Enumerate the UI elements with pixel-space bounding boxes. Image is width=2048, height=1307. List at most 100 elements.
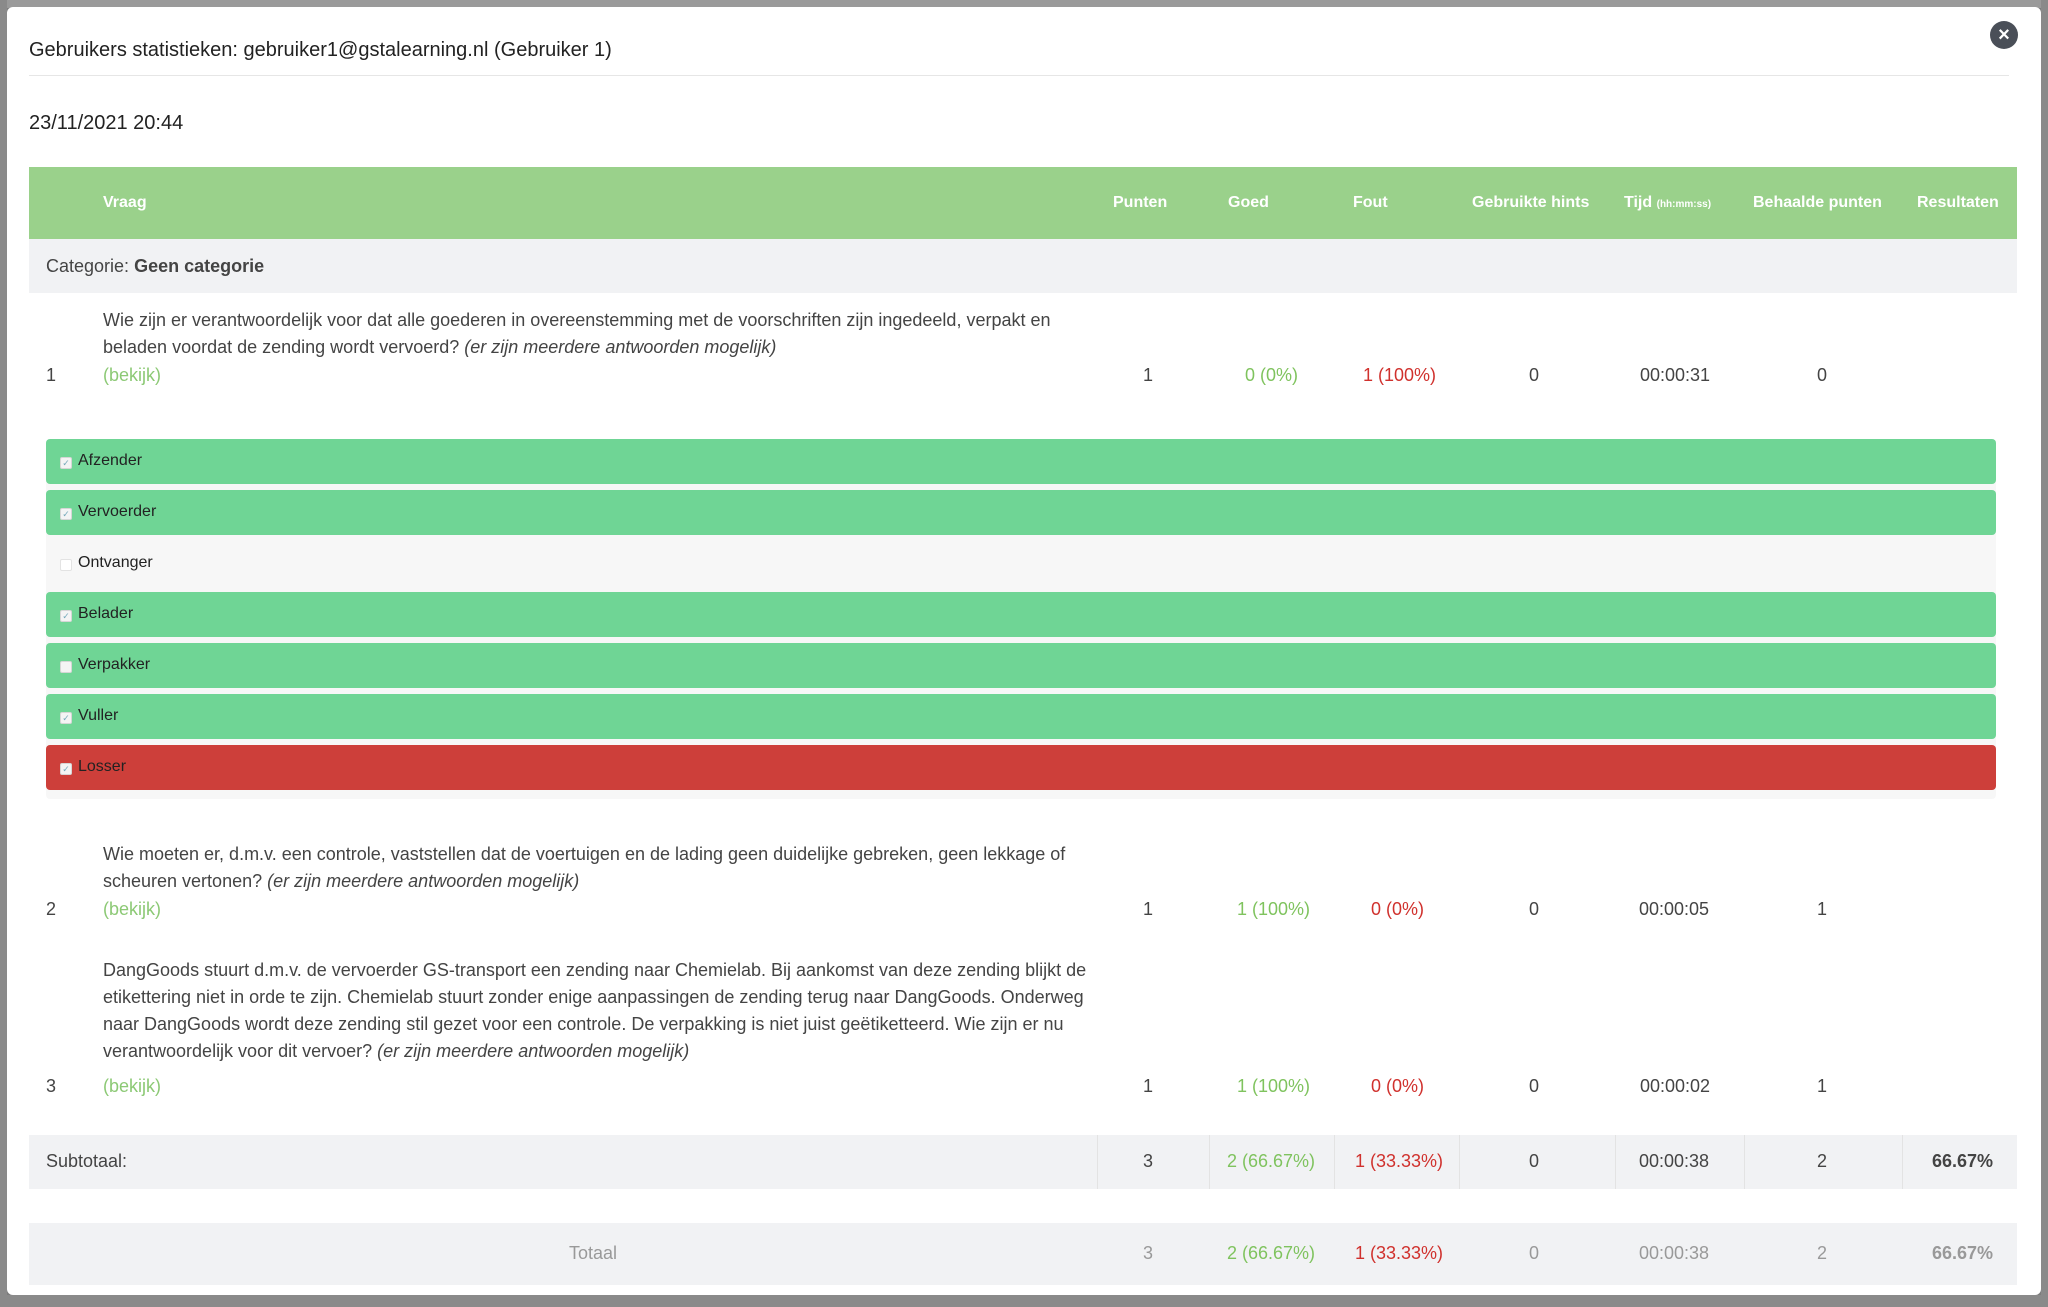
answer-label: Afzender — [78, 452, 143, 469]
answer-option: ✓ Losser — [46, 745, 1996, 790]
category-name: Geen categorie — [134, 256, 265, 276]
checked-checkbox-icon: ✓ — [60, 610, 72, 622]
header-resultaten: Resultaten — [1917, 194, 1999, 211]
cell-fout: 1 (100%) — [1363, 365, 1437, 385]
answer-option: Verpakker — [46, 643, 1996, 688]
cell-goed: 0 (0%) — [1245, 365, 1299, 385]
question-row-2: Wie moeten er, d.m.v. een controle, vast… — [29, 827, 2017, 947]
column-divider — [1097, 1135, 1098, 1189]
title-divider — [29, 75, 2009, 76]
total-goed: 2 (66.67%) — [1227, 1243, 1316, 1263]
header-tijd-label: Tijd — [1624, 194, 1653, 211]
cell-behaald: 0 — [1817, 365, 1828, 385]
question-text: DangGoods stuurt d.m.v. de vervoerder GS… — [103, 957, 1103, 1065]
view-answer-link[interactable]: (bekijk) — [103, 1076, 162, 1096]
answer-option: ✓ Afzender — [46, 439, 1996, 484]
background-overlay-bottom — [0, 1295, 2048, 1307]
cell-punten: 1 — [1143, 1076, 1154, 1096]
close-icon[interactable]: × — [1990, 21, 2018, 49]
total-label: Totaal — [569, 1243, 618, 1263]
subtotal-punten: 3 — [1143, 1151, 1154, 1171]
column-divider — [1209, 1135, 1210, 1189]
header-vraag: Vraag — [103, 194, 147, 211]
table-header: Vraag Punten Goed Fout Gebruikte hints T… — [29, 167, 2017, 239]
cell-hints: 0 — [1529, 899, 1540, 919]
column-divider — [1459, 1135, 1460, 1189]
column-divider — [1902, 1135, 1903, 1189]
total-fout: 1 (33.33%) — [1355, 1243, 1444, 1263]
question-number: 1 — [46, 365, 57, 385]
answer-list: ✓ Afzender ✓ Vervoerder Ontvanger ✓ Bela… — [46, 439, 1996, 799]
checked-checkbox-icon: ✓ — [60, 508, 72, 520]
column-divider — [1615, 1135, 1616, 1189]
answer-option: Ontvanger — [46, 541, 1996, 586]
subtotal-row: Subtotaal: 3 2 (66.67%) 1 (33.33%) 0 00:… — [29, 1135, 2017, 1189]
subtotal-fout: 1 (33.33%) — [1355, 1151, 1444, 1171]
question-text-body: DangGoods stuurt d.m.v. de vervoerder GS… — [103, 960, 1087, 1061]
unchecked-checkbox-icon — [60, 661, 72, 673]
cell-behaald: 1 — [1817, 899, 1828, 919]
subtotal-behaald: 2 — [1817, 1151, 1828, 1171]
subtotal-goed: 2 (66.67%) — [1227, 1151, 1316, 1171]
column-divider — [1744, 1135, 1745, 1189]
question-row-3: DangGoods stuurt d.m.v. de vervoerder GS… — [29, 949, 2017, 1129]
spacer-row — [29, 1189, 2017, 1223]
category-label: Categorie: Geen categorie — [46, 256, 264, 277]
cell-punten: 1 — [1143, 365, 1154, 385]
answer-label: Ontvanger — [78, 554, 153, 571]
statistics-table: Vraag Punten Goed Fout Gebruikte hints T… — [29, 167, 2017, 1285]
question-text: Wie moeten er, d.m.v. een controle, vast… — [103, 841, 1103, 895]
answer-label: Verpakker — [78, 656, 151, 673]
header-fout: Fout — [1353, 194, 1388, 211]
question-text-body: Wie zijn er verantwoordelijk voor dat al… — [103, 310, 1051, 357]
view-answer-link[interactable]: (bekijk) — [103, 899, 162, 919]
cell-behaald: 1 — [1817, 1076, 1828, 1096]
total-punten: 3 — [1143, 1243, 1154, 1263]
subtotal-hints: 0 — [1529, 1151, 1540, 1171]
total-behaald: 2 — [1817, 1243, 1828, 1263]
header-punten: Punten — [1113, 194, 1168, 211]
checked-checkbox-icon: ✓ — [60, 712, 72, 724]
background-page-top — [0, 0, 2048, 8]
cell-punten: 1 — [1143, 899, 1154, 919]
question-note: (er zijn meerdere antwoorden mogelijk) — [267, 871, 580, 891]
answer-option: ✓ Vuller — [46, 694, 1996, 739]
question-text: Wie zijn er verantwoordelijk voor dat al… — [103, 307, 1103, 361]
cell-fout: 0 (0%) — [1371, 899, 1425, 919]
cell-hints: 0 — [1529, 365, 1540, 385]
total-resultaat: 66.67% — [1932, 1243, 1994, 1263]
header-tijd: Tijd (hh:mm:ss) — [1624, 167, 1711, 239]
subtotal-label: Subtotaal: — [46, 1151, 128, 1171]
total-hints: 0 — [1529, 1243, 1540, 1263]
cell-hints: 0 — [1529, 1076, 1540, 1096]
cell-tijd: 00:00:02 — [1640, 1076, 1711, 1096]
subtotal-tijd: 00:00:38 — [1639, 1151, 1710, 1171]
cell-tijd: 00:00:05 — [1639, 899, 1710, 919]
column-divider — [1334, 1135, 1335, 1189]
answer-option: ✓ Vervoerder — [46, 490, 1996, 535]
subtotal-resultaat: 66.67% — [1932, 1151, 1994, 1171]
header-behaald: Behaalde punten — [1753, 194, 1882, 211]
answer-label: Losser — [78, 758, 127, 775]
header-goed: Goed — [1228, 194, 1269, 211]
answer-label: Vervoerder — [78, 503, 157, 520]
question-note: (er zijn meerdere antwoorden mogelijk) — [377, 1041, 690, 1061]
question-number: 2 — [46, 899, 57, 919]
checked-checkbox-icon: ✓ — [60, 763, 72, 775]
header-tijd-unit: (hh:mm:ss) — [1656, 199, 1712, 210]
view-answer-link[interactable]: (bekijk) — [103, 365, 162, 385]
answer-label: Vuller — [78, 707, 119, 724]
answer-option: ✓ Belader — [46, 592, 1996, 637]
total-row: Totaal 3 2 (66.67%) 1 (33.33%) 0 00:00:3… — [29, 1223, 2017, 1285]
checked-checkbox-icon: ✓ — [60, 457, 72, 469]
question-row-1: Wie zijn er verantwoordelijk voor dat al… — [29, 293, 2017, 583]
answer-label: Belader — [78, 605, 134, 622]
cell-goed: 1 (100%) — [1237, 899, 1311, 919]
user-statistics-modal: Gebruikers statistieken: gebruiker1@gsta… — [7, 7, 2041, 1295]
category-row: Categorie: Geen categorie — [29, 239, 2017, 293]
cell-fout: 0 (0%) — [1371, 1076, 1425, 1096]
question-text-body: Wie moeten er, d.m.v. een controle, vast… — [103, 844, 1066, 891]
modal-title: Gebruikers statistieken: gebruiker1@gsta… — [29, 39, 612, 61]
background-overlay-left — [0, 0, 7, 1307]
cell-goed: 1 (100%) — [1237, 1076, 1311, 1096]
